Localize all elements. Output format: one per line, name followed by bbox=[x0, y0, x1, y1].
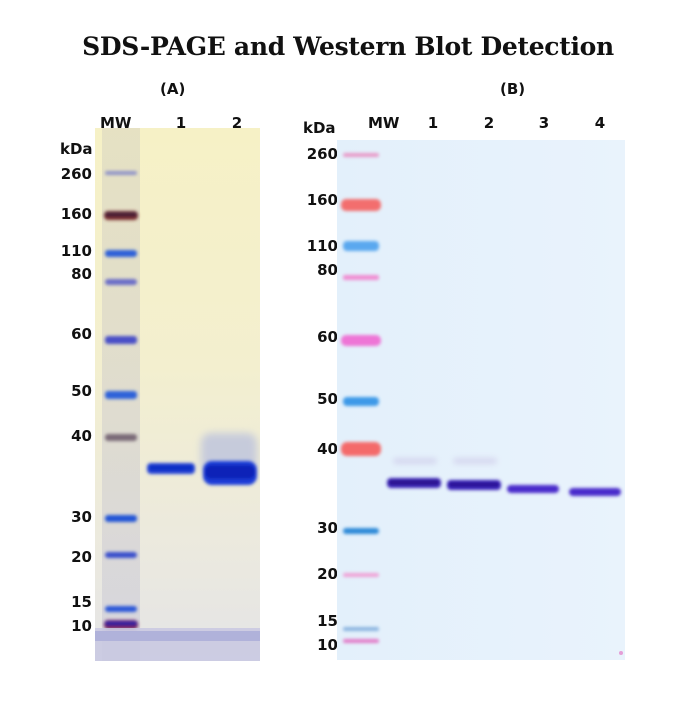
panel-a-marker-260: 260 bbox=[60, 165, 92, 183]
panel-b-marker-40: 40 bbox=[317, 440, 338, 458]
page-title: SDS-PAGE and Western Blot Detection bbox=[82, 32, 614, 61]
panel-b-lane-4-label: 4 bbox=[594, 114, 606, 132]
panel-a-marker-60: 60 bbox=[71, 325, 92, 343]
panel-a-marker-50: 50 bbox=[71, 382, 92, 400]
panel-a-marker-80: 80 bbox=[71, 265, 92, 283]
panel-b-lane-1-label: 1 bbox=[427, 114, 439, 132]
panel-a-marker-30: 30 bbox=[71, 508, 92, 526]
panel-b-marker-30: 30 bbox=[317, 519, 338, 537]
panel-a-lane-2-label: 2 bbox=[231, 114, 243, 132]
panel-a-kda-unit: kDa bbox=[60, 140, 93, 158]
panel-b-marker-260: 260 bbox=[306, 145, 338, 163]
panel-b-label: (B) bbox=[500, 80, 526, 98]
panel-b-marker-50: 50 bbox=[317, 390, 338, 408]
panel-b-mw-header: MW bbox=[368, 114, 400, 132]
panel-a-label: (A) bbox=[160, 80, 186, 98]
panel-b-marker-80: 80 bbox=[317, 261, 338, 279]
panel-a-marker-15: 15 bbox=[71, 593, 92, 611]
panel-b-lane-2-label: 2 bbox=[483, 114, 495, 132]
gel-image-a bbox=[95, 128, 260, 661]
panel-a-marker-160: 160 bbox=[60, 205, 92, 223]
panel-b-marker-110: 110 bbox=[306, 237, 338, 255]
panel-b-marker-20: 20 bbox=[317, 565, 338, 583]
panel-a-marker-20: 20 bbox=[71, 548, 92, 566]
panel-b-marker-10: 10 bbox=[317, 636, 338, 654]
panel-b-lane-3-label: 3 bbox=[538, 114, 550, 132]
panel-a-marker-10: 10 bbox=[71, 617, 92, 635]
panel-a-marker-110: 110 bbox=[60, 242, 92, 260]
panel-a-marker-40: 40 bbox=[71, 427, 92, 445]
panel-b-marker-160: 160 bbox=[306, 191, 338, 209]
blot-image-b bbox=[337, 140, 625, 660]
panel-a-mw-header: MW bbox=[100, 114, 132, 132]
panel-a-lane-1-label: 1 bbox=[175, 114, 187, 132]
panel-b-marker-15: 15 bbox=[317, 612, 338, 630]
panel-b-kda-unit: kDa bbox=[303, 119, 336, 137]
panel-b-marker-60: 60 bbox=[317, 328, 338, 346]
